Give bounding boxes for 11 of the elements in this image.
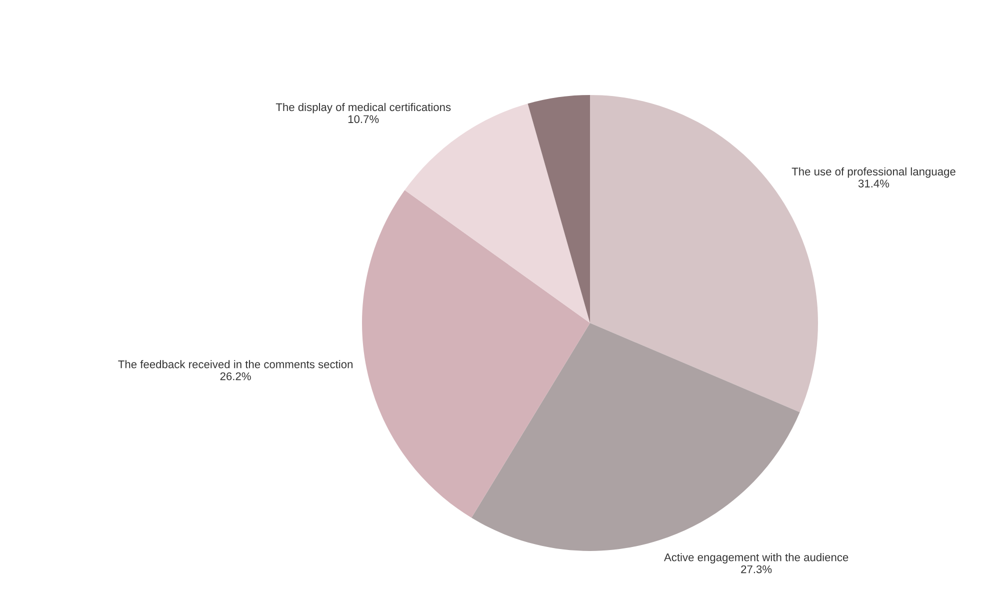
data-label: 27.3% <box>741 565 772 574</box>
data-label: 10.7% <box>348 115 379 124</box>
slice-label: The feedback received in the comments section <box>118 360 352 368</box>
pie-slice <box>471 323 800 551</box>
slice-label: The display of medical certifications <box>276 102 451 114</box>
data-label: 26.2% <box>220 372 251 380</box>
pie-slice <box>362 190 590 518</box>
slice-label: The use of professional language <box>792 167 956 178</box>
pie-slice <box>528 95 590 323</box>
slice-label: Active engagement with the audience <box>664 553 848 564</box>
data-label: 31.4% <box>858 180 890 188</box>
